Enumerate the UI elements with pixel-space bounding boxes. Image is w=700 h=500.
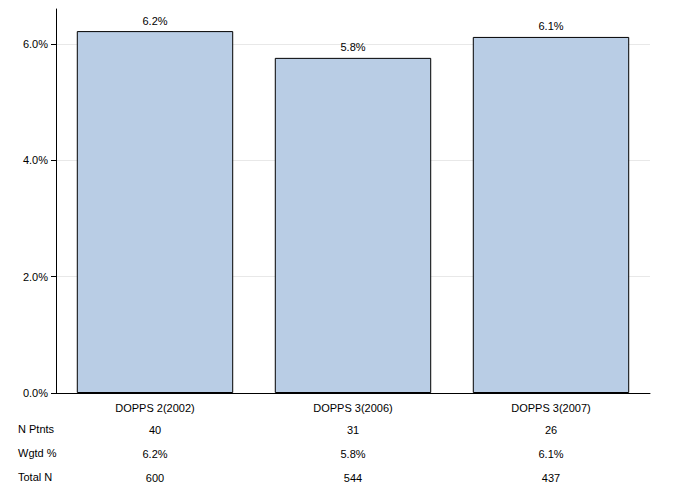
svg-text:31: 31 [347,424,359,436]
svg-text:600: 600 [146,472,164,484]
svg-text:437: 437 [542,472,560,484]
svg-text:5.8%: 5.8% [340,41,365,53]
svg-text:6.0%: 6.0% [23,38,48,50]
svg-text:5.8%: 5.8% [340,448,365,460]
svg-text:26: 26 [545,424,557,436]
svg-text:DOPPS 3(2007): DOPPS 3(2007) [511,402,590,414]
svg-text:4.0%: 4.0% [23,154,48,166]
svg-text:DOPPS 2(2002): DOPPS 2(2002) [115,402,194,414]
svg-text:544: 544 [344,472,362,484]
svg-text:6.2%: 6.2% [142,15,167,27]
svg-text:Wgtd %: Wgtd % [18,447,57,459]
svg-text:40: 40 [149,424,161,436]
svg-text:6.1%: 6.1% [538,20,563,32]
svg-text:Total N: Total N [18,471,52,483]
svg-text:DOPPS 3(2006): DOPPS 3(2006) [313,402,392,414]
svg-text:6.1%: 6.1% [538,448,563,460]
svg-text:2.0%: 2.0% [23,271,48,283]
svg-text:0.0%: 0.0% [23,387,48,399]
svg-text:6.2%: 6.2% [142,448,167,460]
svg-text:N Ptnts: N Ptnts [18,423,55,435]
